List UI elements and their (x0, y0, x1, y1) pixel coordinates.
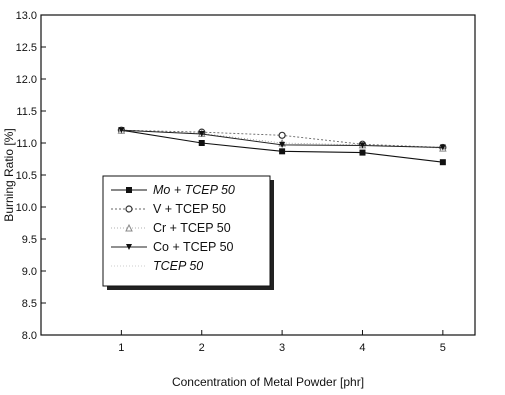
legend-entry: Mo + TCEP 50 (111, 183, 235, 197)
data-point (279, 148, 286, 155)
legend-marker (125, 205, 133, 213)
y-tick-label: 9.0 (22, 266, 37, 278)
y-tick-label: 13.0 (16, 10, 37, 22)
y-tick-label: 12.5 (16, 42, 37, 54)
legend-entry: Cr + TCEP 50 (111, 221, 231, 235)
x-tick-label: 5 (440, 342, 446, 354)
y-tick-label: 8.0 (22, 330, 37, 342)
y-tick-label: 10.0 (16, 202, 37, 214)
y-tick-label: 8.5 (22, 298, 37, 310)
y-tick-label: 11.5 (16, 106, 37, 118)
x-tick-label: 4 (359, 342, 365, 354)
legend-label: Co + TCEP 50 (153, 240, 234, 254)
y-axis-title: Burning Ratio [%] (2, 128, 16, 221)
legend-entry: Co + TCEP 50 (111, 240, 234, 254)
legend-label: Cr + TCEP 50 (153, 221, 231, 235)
legend-label: Mo + TCEP 50 (153, 183, 235, 197)
series-layer (117, 126, 447, 166)
x-axis-title: Concentration of Metal Powder [phr] (172, 375, 364, 389)
data-point (439, 159, 446, 166)
legend-label: V + TCEP 50 (153, 202, 226, 216)
data-point (278, 131, 286, 139)
y-axis-ticks: 8.0 8.5 9.0 9.5 10.0 10.5 11.0 11.5 12.0 12.5 13.0 (16, 10, 46, 342)
data-point (198, 140, 205, 146)
y-tick-label: 9.5 (22, 234, 37, 246)
x-tick-label: 1 (118, 342, 124, 354)
legend-entry: TCEP 50 (111, 259, 203, 273)
legend: Mo + TCEP 50 V + TCEP 50 Cr + TCEP 50 Co + … (102, 175, 274, 290)
y-tick-label: 10.5 (16, 170, 37, 182)
x-axis-ticks: 1 2 3 4 5 (118, 330, 446, 354)
data-point (118, 127, 125, 134)
legend-marker (126, 244, 132, 250)
data-point (359, 142, 366, 149)
data-point (359, 149, 366, 156)
legend-label: TCEP 50 (153, 259, 203, 273)
x-tick-label: 2 (199, 342, 205, 354)
legend-marker (125, 223, 133, 232)
legend-items: Mo + TCEP 50 V + TCEP 50 Cr + TCEP 50 Co + … (111, 183, 235, 273)
data-point (198, 131, 205, 138)
data-point (439, 144, 446, 151)
data-point (279, 141, 286, 148)
y-tick-label: 12.0 (16, 74, 37, 86)
legend-marker (126, 187, 132, 193)
y-tick-label: 11.0 (16, 138, 37, 150)
legend-entry: V + TCEP 50 (111, 202, 226, 216)
series-4 (118, 127, 446, 151)
x-tick-label: 3 (279, 342, 285, 354)
